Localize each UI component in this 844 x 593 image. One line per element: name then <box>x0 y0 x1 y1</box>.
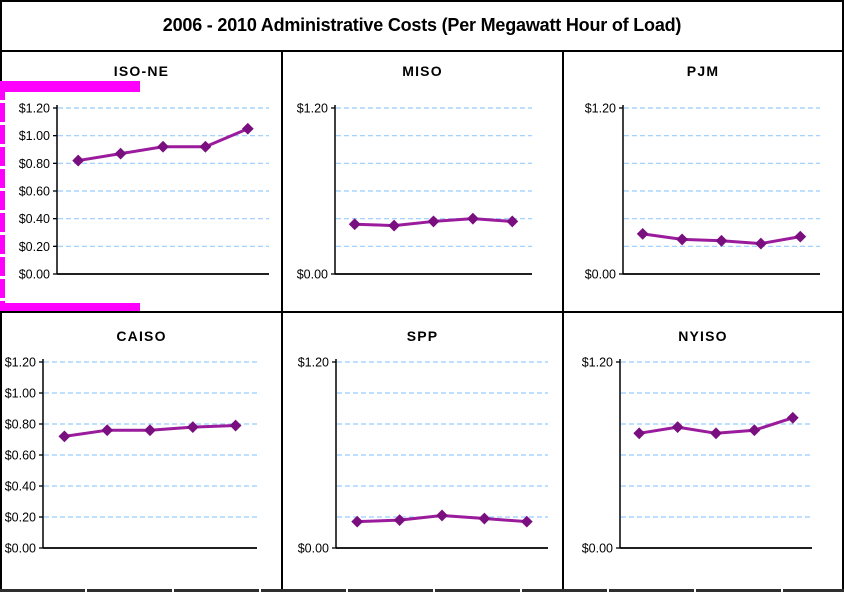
title-row: 2006 - 2010 Administrative Costs (Per Me… <box>2 0 842 50</box>
chart-title: ISO-NE <box>114 63 169 79</box>
data-point-marker <box>436 509 448 522</box>
chart-panel-caiso: CAISO $0.00 $0.20 $0.40 $0.60 $0.80 $1.00 $1.20 <box>2 313 281 591</box>
iso-ne-chart: ISO-NE $0.00 $0.20 $0.40 $0.60 $0.80 $1.00 $1.2… <box>19 63 269 282</box>
y-axis-label: $0.00 <box>5 542 36 556</box>
data-point-marker <box>786 411 799 424</box>
border-right <box>842 0 844 591</box>
y-axis-label: $0.80 <box>5 418 36 432</box>
y-axis-label: $0.00 <box>582 542 613 556</box>
column-divider-1 <box>281 52 283 591</box>
y-axis-label: $0.80 <box>19 157 50 171</box>
data-point-marker <box>466 212 479 225</box>
column-divider-2 <box>562 52 564 591</box>
chart-panel-iso-ne: ISO-NE $0.00 $0.20 $0.40 $0.60 $0.80 $1.00 $1.2… <box>2 52 281 311</box>
data-point-marker <box>388 219 401 232</box>
highlight-annotation-top-bar <box>0 81 140 92</box>
y-axis-label: $1.20 <box>582 356 613 370</box>
data-point-marker <box>101 424 114 437</box>
nyiso-chart: NYISO $0.00 $1.20 <box>582 328 812 556</box>
data-point-marker <box>636 227 649 240</box>
y-axis-label: $0.00 <box>19 268 50 282</box>
y-axis-label: $1.20 <box>19 102 50 116</box>
pjm-chart: PJM $0.00 $1.20 <box>585 63 820 282</box>
data-point-marker <box>794 230 807 243</box>
data-point-marker <box>478 512 491 525</box>
page-title: 2006 - 2010 Administrative Costs (Per Me… <box>162 14 682 35</box>
y-axis-label: $0.00 <box>585 268 616 282</box>
caiso-chart: CAISO $0.00 $0.20 $0.40 $0.60 $0.80 $1.00 $1.20 <box>5 328 257 556</box>
spp-chart: SPP $0.00 $1.20 <box>298 328 548 556</box>
y-axis-label: $0.20 <box>5 511 36 525</box>
chart-title: CAISO <box>116 328 166 344</box>
data-point-marker <box>715 234 728 247</box>
y-axis-label: $0.20 <box>19 240 50 254</box>
data-point-marker <box>157 140 169 153</box>
chart-panel-miso: MISO $0.00 $1.20 <box>283 52 562 311</box>
title-divider <box>0 50 844 52</box>
chart-title: PJM <box>687 63 719 79</box>
data-point-marker <box>58 430 71 443</box>
data-point-marker <box>199 140 212 153</box>
data-point-marker <box>72 154 85 167</box>
data-point-marker <box>229 419 242 432</box>
y-axis-label: $0.40 <box>19 212 50 226</box>
miso-chart: MISO $0.00 $1.20 <box>297 63 532 282</box>
chart-panel-spp: SPP $0.00 $1.20 <box>283 313 562 591</box>
y-axis-label: $1.20 <box>298 356 329 370</box>
chart-title: MISO <box>402 63 443 79</box>
data-point-marker <box>114 147 127 160</box>
y-axis-label: $1.00 <box>19 129 50 143</box>
data-point-marker <box>351 515 364 528</box>
y-axis-label: $0.40 <box>5 480 36 494</box>
data-point-marker <box>427 215 440 228</box>
y-axis-label: $0.00 <box>297 268 328 282</box>
y-axis-label: $1.20 <box>297 102 328 116</box>
data-point-marker <box>506 215 519 228</box>
data-point-marker <box>671 421 684 434</box>
data-point-marker <box>241 122 254 135</box>
chart-panel-pjm: PJM $0.00 $1.20 <box>564 52 842 311</box>
data-point-marker <box>748 424 761 437</box>
data-point-marker <box>754 237 767 250</box>
data-point-marker <box>393 514 406 527</box>
highlight-annotation-bottom-bar <box>0 303 140 311</box>
y-axis-label: $1.20 <box>585 102 616 116</box>
chart-title: SPP <box>407 328 439 344</box>
data-point-marker <box>186 421 199 434</box>
data-point-marker <box>710 427 722 440</box>
y-axis-label: $1.20 <box>5 356 36 370</box>
highlight-annotation-left-dashed-bar <box>0 81 5 311</box>
cutoff-row-fragment <box>0 589 844 592</box>
data-point-marker <box>348 218 361 231</box>
data-point-marker <box>676 233 689 246</box>
y-axis-label: $0.00 <box>298 542 329 556</box>
border-top <box>0 0 844 2</box>
chart-title: NYISO <box>678 328 728 344</box>
row-divider <box>0 311 844 313</box>
data-point-marker <box>144 424 156 437</box>
y-axis-label: $0.60 <box>5 449 36 463</box>
data-point-marker <box>633 427 646 440</box>
y-axis-label: $0.60 <box>19 185 50 199</box>
data-point-marker <box>520 515 533 528</box>
chart-panel-nyiso: NYISO $0.00 $1.20 <box>564 313 842 591</box>
y-axis-label: $1.00 <box>5 387 36 401</box>
